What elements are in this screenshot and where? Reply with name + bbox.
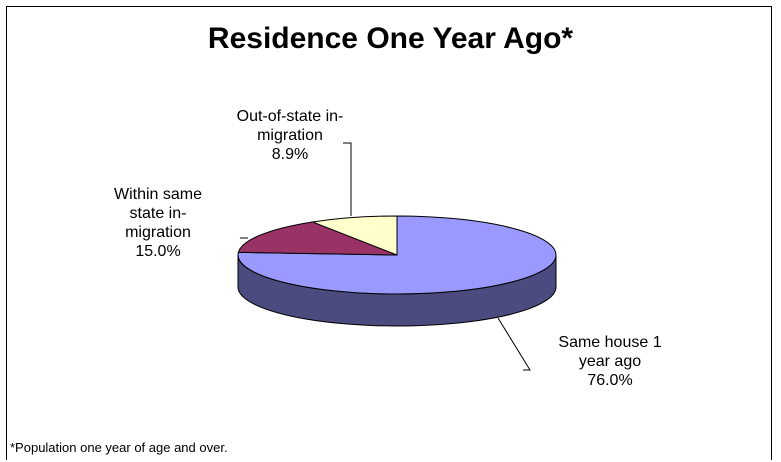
pie-slice-within-same-state-in-migration: [237, 221, 398, 256]
slice-label-line: Out-of-state in-: [236, 108, 344, 125]
slice-value-label: 8.9%: [271, 146, 309, 163]
pie-slice-same-house-1-year-ago: [237, 215, 557, 295]
slice-value-label: 15.0%: [135, 243, 181, 260]
leader-line-same-house: [497, 317, 531, 371]
footnote: *Population one year of age and over.: [10, 440, 228, 455]
slice-label-line: state in-: [129, 205, 187, 222]
chart-title: Residence One Year Ago*: [207, 22, 574, 55]
slice-label-line: migration: [257, 127, 323, 144]
slice-label-line: Within same: [113, 186, 203, 203]
slice-label-same-house: Same house 1 year ago 76.0%: [520, 333, 700, 390]
slice-label-line: Same house 1: [558, 334, 662, 351]
slice-label-line: year ago: [578, 353, 642, 370]
slice-label-out-of-state: Out-of-state in- migration 8.9%: [190, 107, 390, 164]
leader-line-out-of-state: [343, 142, 352, 216]
slice-label-line: migration: [125, 224, 191, 241]
pie-slice-out-of-state-in-migration: [310, 215, 398, 256]
slice-value-label: 76.0%: [587, 372, 633, 389]
slice-label-within-state: Within same state in- migration 15.0%: [88, 185, 228, 261]
